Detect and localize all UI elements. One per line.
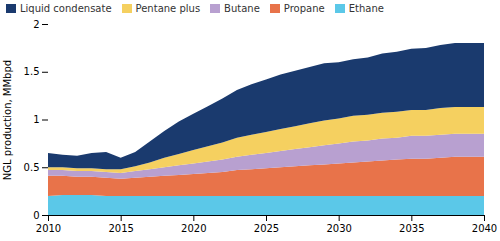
svg-text:NGL production, MMbpd: NGL production, MMbpd xyxy=(2,60,13,180)
svg-text:0: 0 xyxy=(33,210,39,221)
html-text:Ethane: Ethane xyxy=(348,3,384,14)
svg-text:2025: 2025 xyxy=(254,223,279,234)
html-text:Liquid condensate: Liquid condensate xyxy=(20,3,112,14)
html-text:Pentane plus: Pentane plus xyxy=(135,3,201,14)
svg-text:2030: 2030 xyxy=(326,223,351,234)
svg-text:2: 2 xyxy=(33,19,39,30)
svg-text:1.5: 1.5 xyxy=(24,66,40,77)
svg-text:0.5: 0.5 xyxy=(24,162,40,173)
svg-text:2010: 2010 xyxy=(36,223,61,234)
svg-text:1: 1 xyxy=(33,114,39,125)
svg-text:2035: 2035 xyxy=(399,223,424,234)
html-text:Propane: Propane xyxy=(283,3,325,14)
svg-text:2020: 2020 xyxy=(181,223,206,234)
svg-text:2040: 2040 xyxy=(472,223,497,234)
html-text:Butane: Butane xyxy=(224,3,260,14)
svg-text:2015: 2015 xyxy=(108,223,133,234)
